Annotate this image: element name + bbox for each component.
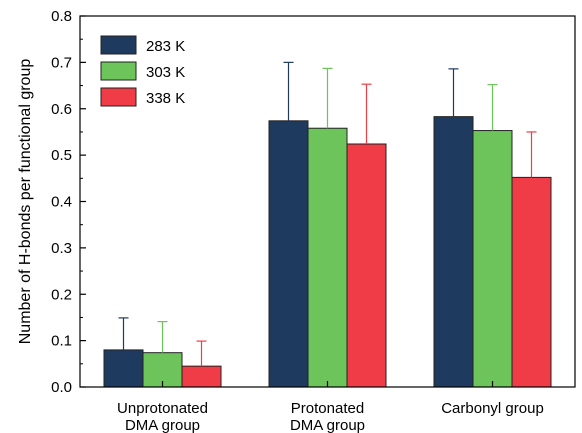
x-tick-label: Protonated DMA group xyxy=(290,400,365,433)
x-tick-label-line: Carbonyl group xyxy=(441,400,544,417)
bar xyxy=(181,365,222,388)
bar xyxy=(346,143,387,388)
legend-label: 303 K xyxy=(146,64,185,81)
legend-label: 283 K xyxy=(146,38,185,55)
x-tick-label-line: DMA group xyxy=(290,417,365,433)
bar xyxy=(472,130,513,388)
bar xyxy=(433,116,474,388)
x-tick-label-line: DMA group xyxy=(125,417,200,433)
bars-layer xyxy=(103,116,552,388)
bar xyxy=(307,127,348,388)
y-tick-label: 0.0 xyxy=(51,379,72,396)
x-tick-label-line: Protonated xyxy=(291,400,364,417)
x-tick-label: Unprotonated DMA group xyxy=(117,400,208,433)
y-tick-label: 0.7 xyxy=(51,54,72,71)
x-tick-label-line: Unprotonated xyxy=(117,400,208,417)
bar xyxy=(511,176,552,388)
y-tick-label: 0.2 xyxy=(51,286,72,303)
y-axis-title: Number of H-bonds per functional group xyxy=(17,59,34,345)
error-bars-layer xyxy=(118,61,537,367)
y-axis: 0.0 0.1 0.2 0.3 0.4 0.5 0.6 0.7 0.8 xyxy=(51,8,86,396)
bar xyxy=(103,349,144,388)
legend-swatch xyxy=(100,61,137,81)
legend: 283 K 303 K 338 K xyxy=(100,35,185,107)
y-tick-label: 0.8 xyxy=(51,8,72,25)
legend-swatch xyxy=(100,35,137,55)
bar xyxy=(268,120,309,388)
y-tick-label: 0.6 xyxy=(51,101,72,118)
y-tick-label: 0.3 xyxy=(51,240,72,257)
y-tick-label: 0.1 xyxy=(51,333,72,350)
x-tick-label: Carbonyl group xyxy=(441,400,544,417)
legend-label: 338 K xyxy=(146,90,185,107)
y-tick-label: 0.5 xyxy=(51,147,72,164)
legend-swatch xyxy=(100,87,137,107)
y-tick-label: 0.4 xyxy=(51,194,72,211)
